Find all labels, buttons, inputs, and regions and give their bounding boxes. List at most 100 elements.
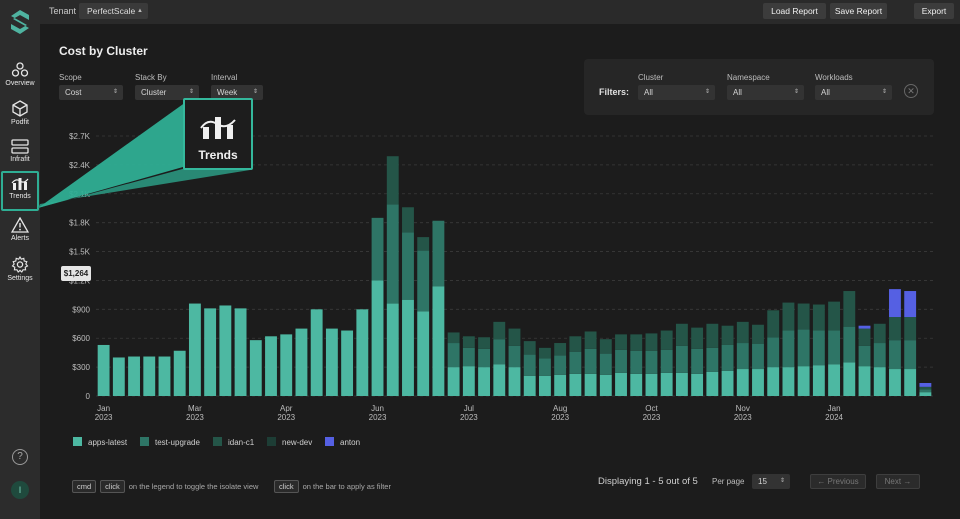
chart-bar-segment[interactable] xyxy=(417,250,430,312)
chart-bar-segment[interactable] xyxy=(858,345,871,367)
chart-bar-segment[interactable] xyxy=(843,291,856,327)
chart-bar-segment[interactable] xyxy=(797,329,810,367)
chart-bar-segment[interactable] xyxy=(478,367,490,396)
chart-bar-segment[interactable] xyxy=(569,336,582,352)
chart-bar-segment[interactable] xyxy=(904,291,917,318)
chart-bar-segment[interactable] xyxy=(599,353,612,375)
chart-bar-segment[interactable] xyxy=(873,323,886,344)
chart-bar-segment[interactable] xyxy=(797,303,810,330)
chart-bar-segment[interactable] xyxy=(767,310,780,338)
sidebar-item-alerts[interactable]: Alerts xyxy=(2,216,38,252)
chart-bar-segment[interactable] xyxy=(478,337,490,349)
chart-bar-segment[interactable] xyxy=(493,364,506,396)
chart-bar-segment[interactable] xyxy=(919,392,932,396)
chart-bar-segment[interactable] xyxy=(584,373,597,396)
chart-bar-segment[interactable] xyxy=(173,350,186,396)
namespace-filter-select[interactable]: All ⇕ xyxy=(727,85,804,100)
chart-bar-segment[interactable] xyxy=(889,289,901,318)
chart-bar-segment[interactable] xyxy=(280,334,293,396)
chart-bar-segment[interactable] xyxy=(630,334,643,351)
chart-bar-segment[interactable] xyxy=(706,323,719,348)
chart-bar-segment[interactable] xyxy=(706,371,719,396)
chart-bar-segment[interactable] xyxy=(539,358,551,376)
chart-bar-segment[interactable] xyxy=(478,348,490,368)
chart-bar-segment[interactable] xyxy=(386,303,399,396)
legend-item[interactable]: apps-latest xyxy=(73,437,127,447)
chart-bar-segment[interactable] xyxy=(767,367,780,396)
chart-bar-segment[interactable] xyxy=(508,328,521,346)
chart-bar-segment[interactable] xyxy=(812,365,825,396)
chart-bar-segment[interactable] xyxy=(523,375,536,396)
chart-bar-segment[interactable] xyxy=(889,340,901,370)
chart-bar-segment[interactable] xyxy=(858,328,871,346)
legend-item[interactable]: new-dev xyxy=(267,437,312,447)
chart-bar-segment[interactable] xyxy=(402,207,414,233)
legend-item[interactable]: anton xyxy=(325,437,360,447)
chart-bar-segment[interactable] xyxy=(767,337,780,368)
chart-bar-segment[interactable] xyxy=(447,367,460,396)
chart-bar-segment[interactable] xyxy=(721,370,734,396)
chart-bar-segment[interactable] xyxy=(432,286,445,396)
chart-bar-segment[interactable] xyxy=(584,331,597,349)
chart-bar-segment[interactable] xyxy=(158,356,171,396)
chart-bar-segment[interactable] xyxy=(645,333,658,351)
chart-bar-segment[interactable] xyxy=(508,367,521,396)
chart-bar-segment[interactable] xyxy=(523,354,536,376)
chart-bar-segment[interactable] xyxy=(539,347,551,359)
chart-bar-segment[interactable] xyxy=(873,367,886,396)
sidebar-item-podfit[interactable]: Podfit xyxy=(2,99,38,135)
chart-bar-segment[interactable] xyxy=(873,343,886,368)
legend-item[interactable]: idan-c1 xyxy=(213,437,254,447)
legend-item[interactable]: test-upgrade xyxy=(140,437,200,447)
chart-bar-segment[interactable] xyxy=(508,345,521,368)
chart-bar-segment[interactable] xyxy=(706,347,719,372)
next-page-button[interactable]: Next → xyxy=(876,474,920,489)
chart-bar-segment[interactable] xyxy=(539,375,551,396)
chart-bar-segment[interactable] xyxy=(828,330,841,365)
chart-bar-segment[interactable] xyxy=(691,348,704,374)
chart-bar-segment[interactable] xyxy=(265,336,277,396)
scope-select[interactable]: Cost ⇕ xyxy=(59,85,123,100)
export-button[interactable]: Export xyxy=(914,3,954,19)
per-page-select[interactable]: 15 ⇕ xyxy=(752,474,790,489)
chart-bar-segment[interactable] xyxy=(615,334,627,350)
chart-bar-segment[interactable] xyxy=(462,347,475,367)
chart-bar-segment[interactable] xyxy=(721,325,734,345)
chart-bar-segment[interactable] xyxy=(858,366,871,396)
chart-bar-segment[interactable] xyxy=(599,339,612,354)
chart-bar-segment[interactable] xyxy=(828,301,841,331)
chart-bar-segment[interactable] xyxy=(493,339,506,365)
chart-bar-segment[interactable] xyxy=(356,309,369,396)
chart-bar-segment[interactable] xyxy=(219,305,232,396)
chart-bar-segment[interactable] xyxy=(782,302,795,331)
chart-bar-segment[interactable] xyxy=(599,374,612,396)
workloads-filter-select[interactable]: All ⇕ xyxy=(815,85,892,100)
chart-bar-segment[interactable] xyxy=(204,308,217,396)
chart-bar-segment[interactable] xyxy=(402,299,414,396)
chart-bar-segment[interactable] xyxy=(523,341,536,355)
chart-bar-segment[interactable] xyxy=(919,383,932,387)
chart-bar-segment[interactable] xyxy=(462,366,475,396)
chart-bar-segment[interactable] xyxy=(782,330,795,368)
chart-bar-segment[interactable] xyxy=(812,304,825,331)
chart-bar-segment[interactable] xyxy=(310,309,323,396)
chart-bar-segment[interactable] xyxy=(736,321,749,344)
sidebar-item-trends[interactable]: Trends xyxy=(1,171,39,211)
save-report-button[interactable]: Save Report xyxy=(830,3,887,19)
chart-bar-segment[interactable] xyxy=(797,366,810,396)
chart-bar-segment[interactable] xyxy=(386,156,399,205)
chart-bar-segment[interactable] xyxy=(569,351,582,374)
chart-bar-segment[interactable] xyxy=(234,308,247,396)
chart-bar-segment[interactable] xyxy=(493,321,506,340)
cluster-filter-select[interactable]: All ⇕ xyxy=(638,85,715,100)
chart-bar-segment[interactable] xyxy=(889,369,901,396)
chart-bar-segment[interactable] xyxy=(569,373,582,396)
chart-bar-segment[interactable] xyxy=(736,369,749,396)
chart-bar-segment[interactable] xyxy=(660,349,673,373)
chart-bar-segment[interactable] xyxy=(630,350,643,374)
chart-bar-segment[interactable] xyxy=(782,367,795,396)
chart-bar-segment[interactable] xyxy=(828,364,841,396)
chart-bar-segment[interactable] xyxy=(858,325,871,329)
chart-bar-segment[interactable] xyxy=(675,372,688,396)
chart-bar-segment[interactable] xyxy=(630,373,643,396)
